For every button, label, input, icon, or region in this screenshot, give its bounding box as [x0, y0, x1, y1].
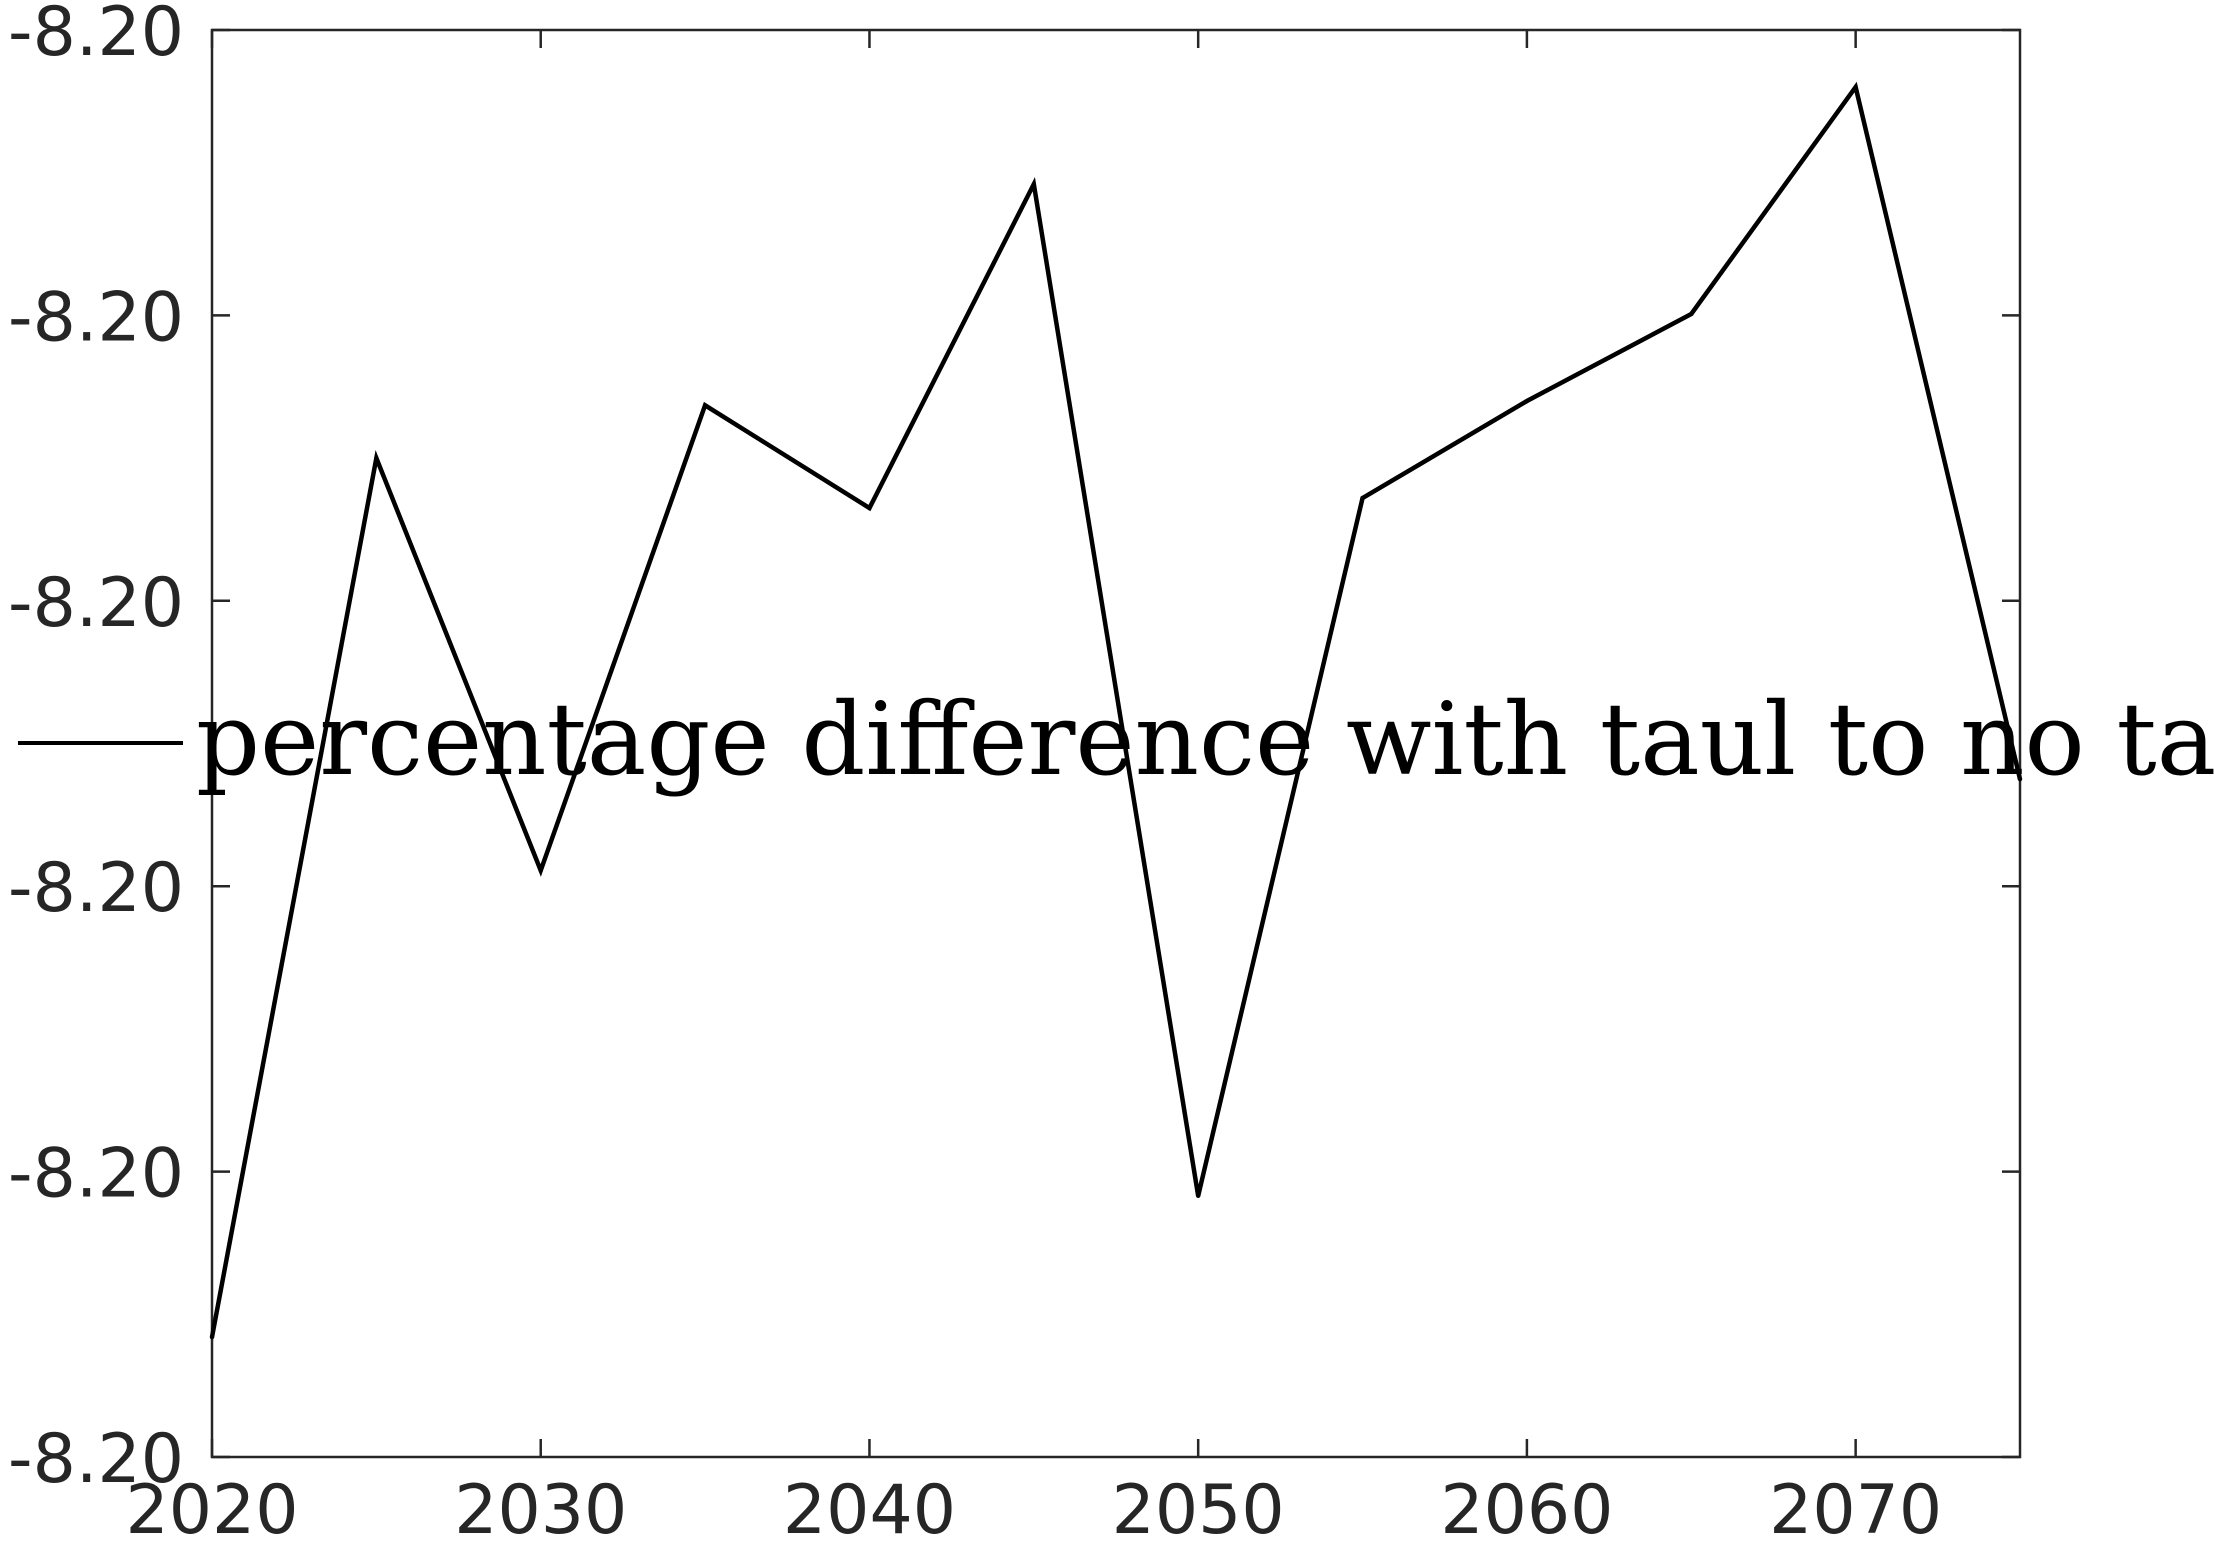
data-point: [374, 455, 379, 461]
y-tick-label: -8.20: [8, 278, 184, 357]
data-point: [867, 505, 872, 511]
data-point: [2017, 776, 2023, 782]
legend: percentage difference with taul to no ta…: [18, 681, 2214, 798]
y-tick-label: -8.20: [8, 849, 184, 928]
legend-label: percentage difference with taul to no ta…: [196, 681, 2214, 798]
series-line: [209, 81, 2023, 1338]
y-tick-label: -8.20: [8, 564, 184, 643]
series-layer: [209, 81, 2023, 1340]
data-point: [1524, 398, 1530, 404]
x-tick-label: 2040: [783, 1471, 956, 1550]
x-axis: 2020 2030 2040 2050 2060 2070: [125, 30, 1942, 1550]
y-tick-label: -8.20: [8, 1420, 184, 1499]
x-tick-label: 2060: [1440, 1471, 1613, 1550]
y-tick-label: -8.20: [8, 1135, 184, 1214]
data-point: [1853, 84, 1858, 90]
data-point: [538, 868, 543, 873]
plot-frame: [210, 28, 2022, 1459]
data-point: [1360, 495, 1365, 501]
x-tick-label: 2070: [1769, 1471, 1942, 1550]
plot-area: [210, 28, 2022, 1459]
y-tick-label: -8.20: [8, 0, 184, 72]
x-tick-label: 2030: [454, 1471, 627, 1550]
data-point: [1689, 311, 1694, 317]
x-tick-label: 2020: [125, 1471, 298, 1550]
data-point: [1031, 181, 1037, 187]
y-axis: -8.20 -8.20 -8.20 -8.20 -8.20 -8.20: [8, 0, 2020, 1499]
data-point: [1195, 1193, 1201, 1199]
data-point: [702, 403, 708, 408]
data-point: [209, 1334, 215, 1340]
x-tick-label: 2050: [1112, 1471, 1285, 1550]
